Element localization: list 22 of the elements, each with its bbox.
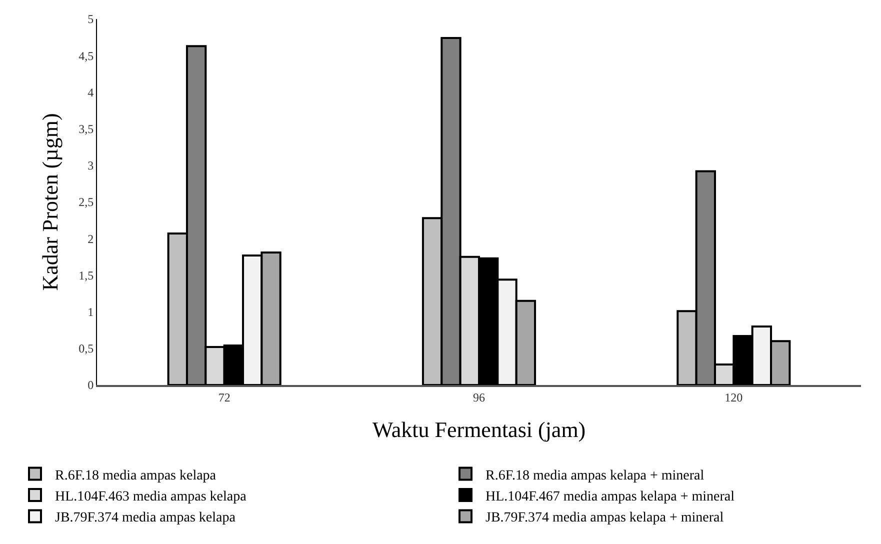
legend-label: HL.104F.467 media ampas kelapa + mineral <box>486 489 735 504</box>
y-tick-label: 2,5 <box>78 195 94 210</box>
legend-label: JB.79F.374 media ampas kelapa <box>55 510 236 526</box>
y-tick-label: 4,5 <box>78 48 94 63</box>
y-tick-label: 3,5 <box>78 122 94 136</box>
x-tick-label: 120 <box>724 390 743 404</box>
x-tick-label: 96 <box>473 390 485 404</box>
legend-label: R.6F.18 media ampas kelapa <box>55 468 217 484</box>
y-tick-label: 1 <box>88 305 94 319</box>
y-tick-label: 5 <box>88 12 94 26</box>
legend-label: JB.79F.374 media ampas kelapa + mineral <box>486 510 724 526</box>
y-tick-label: 0,5 <box>78 342 94 356</box>
y-tick-label: 3 <box>88 158 94 173</box>
y-tick-label: 1,5 <box>78 268 94 282</box>
y-tick-label: 2 <box>88 232 94 246</box>
legend-label: R.6F.18 media ampas kelapa + mineral <box>486 468 704 484</box>
y-tick-label: 0 <box>88 378 94 392</box>
x-tick-label: 72 <box>218 390 230 404</box>
y-tick-label: 4 <box>88 85 94 100</box>
x-axis-title: Waktu Fermentasi (jam) <box>372 416 586 442</box>
y-axis-title: Kadar Proten (µgm) <box>37 113 62 291</box>
legend-label: HL.104F.463 media ampas kelapa <box>55 489 248 504</box>
